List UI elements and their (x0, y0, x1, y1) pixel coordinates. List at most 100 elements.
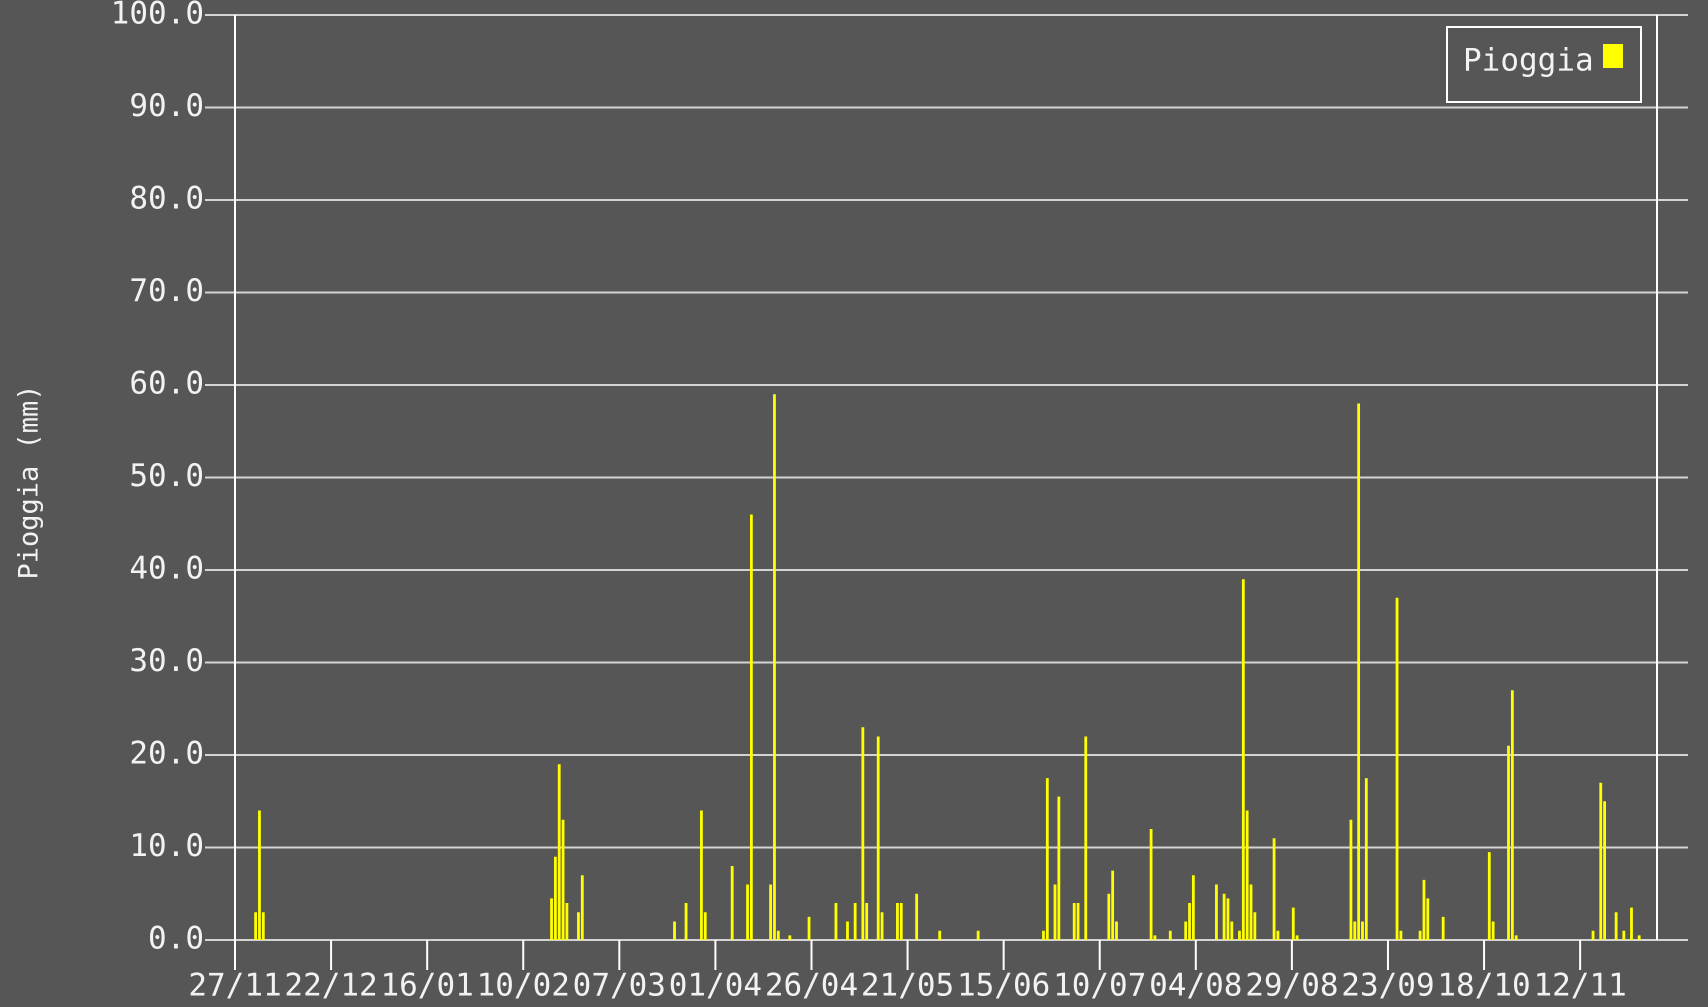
bar (899, 903, 903, 940)
x-tick-label: 01/04 (669, 968, 762, 1004)
bar (1487, 852, 1491, 940)
bar (1272, 838, 1276, 940)
bar (853, 903, 857, 940)
bar (1084, 736, 1088, 940)
bar (1603, 801, 1606, 940)
bar (1291, 907, 1295, 940)
bar (749, 514, 753, 940)
bar (976, 930, 980, 940)
bar (1622, 930, 1626, 940)
bar (557, 764, 561, 940)
bar (673, 921, 676, 940)
x-tick-label: 26/04 (765, 968, 858, 1004)
x-tick-label: 29/08 (1245, 968, 1338, 1004)
y-tick-label: 50.0 (129, 458, 204, 494)
bar (553, 856, 557, 940)
bar (1426, 898, 1430, 940)
bar (258, 810, 261, 940)
bar (788, 935, 792, 940)
y-tick-label: 90.0 (129, 88, 204, 124)
bar (1230, 921, 1234, 940)
x-tick-label: 07/03 (573, 968, 666, 1004)
bar (1514, 935, 1518, 940)
x-tick-label: 10/07 (1053, 968, 1146, 1004)
bar (938, 930, 942, 940)
x-tick-label: 15/06 (957, 968, 1050, 1004)
bar (1507, 745, 1510, 940)
x-tick-label: 18/10 (1437, 968, 1530, 1004)
bar (703, 912, 707, 940)
bar (261, 912, 265, 940)
bar (776, 930, 780, 940)
bar (1222, 893, 1226, 940)
bar (1241, 579, 1245, 940)
y-tick-label: 70.0 (129, 273, 204, 309)
bar (846, 921, 849, 940)
y-tick-label: 30.0 (129, 643, 204, 679)
bar (550, 898, 553, 940)
bar (1637, 935, 1641, 940)
bar (861, 727, 865, 940)
bar (773, 394, 776, 940)
bar (1253, 912, 1257, 940)
bar (1418, 930, 1422, 940)
bar (769, 884, 773, 940)
bar (1072, 903, 1076, 940)
bar (1249, 884, 1253, 940)
bar (684, 903, 688, 940)
y-tick-label: 80.0 (129, 181, 204, 217)
x-tick-label: 22/12 (284, 968, 377, 1004)
bar (1364, 778, 1368, 940)
y-tick-label: 100.0 (111, 0, 204, 32)
bar (565, 903, 569, 940)
bar (1357, 403, 1361, 940)
bar (1045, 778, 1049, 940)
x-tick-label: 21/05 (861, 968, 954, 1004)
bar (876, 736, 880, 940)
x-tick-label: 04/08 (1149, 968, 1242, 1004)
bar (730, 866, 734, 940)
bar (700, 810, 703, 940)
bar (880, 912, 884, 940)
x-tick-label: 16/01 (380, 968, 473, 1004)
y-tick-label: 40.0 (129, 551, 204, 587)
bar (915, 893, 919, 940)
bar (1111, 870, 1115, 940)
bar (1510, 690, 1514, 940)
bar (1349, 819, 1353, 940)
bar (1107, 893, 1111, 940)
bar (1191, 875, 1195, 940)
bar (1149, 829, 1153, 940)
legend-label: Pioggia (1463, 43, 1594, 79)
bar (1076, 903, 1080, 940)
bar (1215, 884, 1218, 940)
bar (746, 884, 749, 940)
bar (1395, 597, 1399, 940)
bar (1361, 921, 1364, 940)
bar (1188, 903, 1191, 940)
bar (1491, 921, 1495, 940)
y-tick-label: 0.0 (148, 921, 204, 957)
bar (1630, 907, 1633, 940)
bar (1226, 898, 1230, 940)
bar (1057, 796, 1061, 940)
bar (1422, 879, 1426, 940)
bar (1042, 930, 1045, 940)
bar (1399, 930, 1403, 940)
bar (1184, 921, 1188, 940)
bar (1245, 810, 1249, 940)
bar (577, 912, 580, 940)
x-tick-label: 12/11 (1533, 968, 1626, 1004)
bar (561, 819, 565, 940)
y-tick-label: 10.0 (129, 828, 204, 864)
bar (254, 912, 258, 940)
bar (580, 875, 584, 940)
bar (1276, 930, 1280, 940)
y-tick-label: 60.0 (129, 366, 204, 402)
x-tick-label: 27/11 (188, 968, 281, 1004)
bar (1591, 930, 1595, 940)
bar (807, 916, 811, 940)
bar (1614, 912, 1618, 940)
